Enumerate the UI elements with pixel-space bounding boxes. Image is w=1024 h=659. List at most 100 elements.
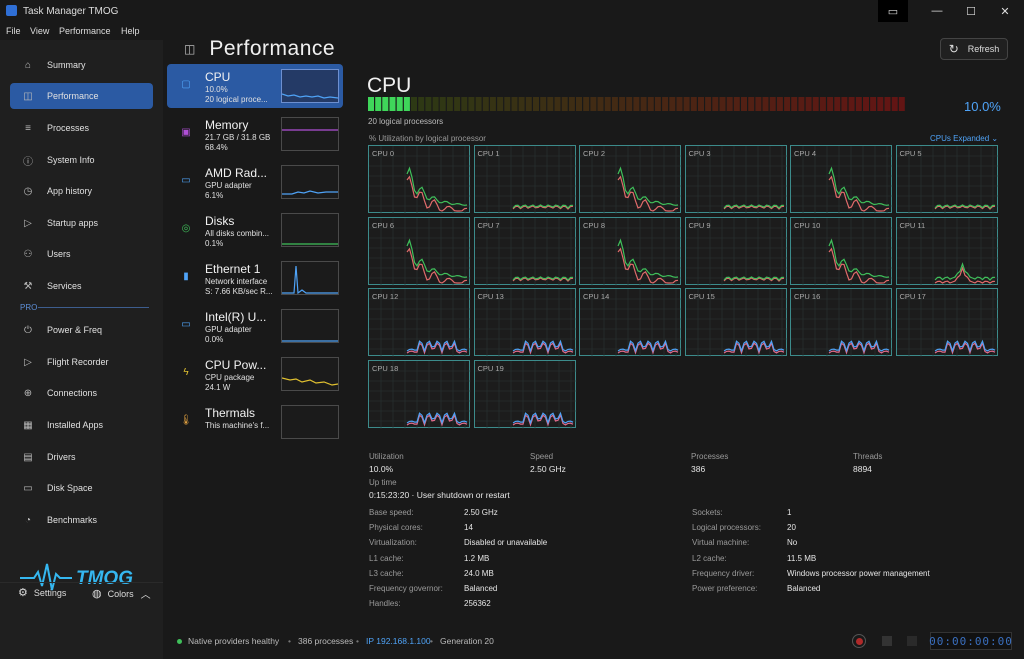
sidebar-item-label: Summary: [47, 60, 86, 70]
utilization-segment: [482, 97, 489, 111]
device-detail: 0.0%: [205, 335, 224, 344]
sidebar-item-power-freq[interactable]: ⏻ Power & Freq: [10, 317, 153, 343]
core-line-secondary: [512, 341, 573, 355]
utilization-segment: [776, 97, 783, 111]
detail-value: Windows processor power management: [787, 568, 930, 578]
sidebar-item-startup-apps[interactable]: ▷ Startup apps: [10, 210, 153, 236]
status-separator: •: [356, 636, 359, 646]
menu-view[interactable]: View: [30, 26, 50, 36]
status-bar: Native providers healthy • 386 processes…: [170, 630, 1024, 652]
utilization-segment: [425, 97, 432, 111]
utilization-segment: [619, 97, 626, 111]
window-title: Task Manager TMOG: [23, 6, 119, 17]
detail-value: 1.2 MB: [464, 553, 490, 563]
sidebar-item-summary[interactable]: ⌂ Summary: [10, 52, 153, 78]
thumbnail-line: [281, 377, 339, 386]
core-line-primary: [512, 411, 573, 425]
core-line-primary: [828, 339, 890, 353]
cpu-core-graph: CPU 7: [473, 216, 577, 286]
core-line-primary: [617, 339, 679, 353]
device-item-cpu[interactable]: ▢ CPU 10.0% 20 logical proce...: [167, 64, 343, 108]
core-graph-plot: [580, 146, 682, 214]
stat-value: 10.0%: [369, 464, 394, 474]
minimize-button[interactable]: —: [931, 5, 943, 17]
cpu-title: CPU: [367, 74, 412, 97]
cpus-expanded-dropdown[interactable]: CPUs Expanded ⌄: [930, 134, 998, 143]
detail-key: Physical cores:: [369, 523, 423, 533]
core-line-primary: [723, 204, 784, 209]
device-detail: This machine's f...: [205, 421, 270, 430]
utilization-segment: [683, 97, 690, 111]
sidebar-item-processes[interactable]: ≡ Processes: [10, 115, 153, 141]
menu-help[interactable]: Help: [121, 26, 140, 36]
sidebar-item-flight-recorder[interactable]: ▷ Flight Recorder: [10, 349, 153, 375]
core-line-primary: [406, 411, 468, 425]
detail-value: Balanced: [464, 584, 498, 593]
sidebar-item-system-info[interactable]: ⓘ System Info: [10, 147, 153, 173]
sidebar-item-connections[interactable]: ⊕ Connections: [10, 380, 153, 406]
device-name: Ethernet 1: [205, 262, 261, 276]
snapshot-button[interactable]: [907, 636, 917, 646]
cpu-utilization-bar: [368, 97, 905, 111]
cpu-core-graph: CPU 17: [895, 288, 999, 357]
cpu-core-graph: CPU 15: [684, 288, 788, 357]
device-item-ethernet-1[interactable]: ▮ Ethernet 1 Network interface S: 7.66 KB/s…: [167, 256, 343, 300]
performance-icon: ◫: [184, 42, 196, 56]
sidebar-item-disk-space[interactable]: ▭ Disk Space: [10, 475, 153, 501]
sidebar-item-app-history[interactable]: ◷ App history: [10, 178, 153, 204]
core-label: CPU 16: [794, 292, 821, 301]
device-item-disks[interactable]: ◎ Disks All disks combin... 0.1%: [167, 208, 343, 252]
close-button[interactable]: ✕: [1000, 5, 1010, 18]
sidebar-item-installed-apps[interactable]: ▦ Installed Apps: [10, 412, 153, 438]
sidebar-item-services[interactable]: ⚒ Services: [10, 273, 153, 299]
cpu-core-graph: CPU 8: [579, 216, 682, 286]
sidebar-item-drivers[interactable]: ▤ Drivers: [10, 444, 153, 470]
utilization-segment: [626, 97, 633, 111]
menu-performance[interactable]: Performance: [59, 26, 111, 36]
utilization-segment: [690, 97, 697, 111]
sidebar-item-label: Disk Space: [47, 483, 93, 493]
refresh-button[interactable]: ↻ Refresh: [940, 38, 1008, 60]
core-line-primary: [617, 237, 679, 278]
settings-button[interactable]: ⚙ Settings: [18, 586, 66, 599]
uptime-value: 0:15:23:20 · User shutdown or restart: [369, 490, 510, 500]
cpu-subtitle: 20 logical processors: [368, 117, 444, 126]
maximize-button[interactable]: ☐: [966, 5, 976, 18]
core-line-secondary: [723, 276, 784, 282]
utilization-segment: [568, 97, 575, 111]
monitor-icon: ▭: [181, 318, 191, 330]
power-icon: ⏻: [24, 324, 32, 336]
record-icon: [855, 637, 863, 645]
menu-file[interactable]: File: [6, 26, 21, 36]
sidebar-item-label: Users: [47, 249, 71, 259]
utilization-segment: [748, 97, 755, 111]
utilization-segment: [877, 97, 884, 111]
device-item-intel-r-u[interactable]: ▭ Intel(R) U... GPU adapter 0.0%: [167, 304, 343, 348]
colors-button[interactable]: ◍ Colors ︿: [92, 586, 151, 601]
sidebar-item-users[interactable]: ⚇ Users: [10, 241, 153, 267]
core-line-primary: [828, 237, 890, 278]
sidebar-item-performance[interactable]: ◫ Performance: [10, 83, 153, 109]
pin-icon[interactable]: ▭: [878, 0, 908, 22]
colors-label: Colors: [107, 588, 134, 599]
record-button[interactable]: [852, 634, 866, 648]
device-item-memory[interactable]: ▣ Memory 21.7 GB / 31.8 GB 68.4%: [167, 112, 343, 156]
device-thumbnail-graph: [281, 309, 339, 343]
status-health: Native providers healthy: [188, 636, 280, 646]
core-graph-plot: [791, 146, 893, 214]
thumbnail-line: [282, 243, 338, 245]
device-thumbnail-graph: [281, 405, 339, 439]
sidebar-item-benchmarks[interactable]: ◔ Benchmarks: [10, 507, 153, 533]
stop-button[interactable]: [882, 636, 892, 646]
device-item-amd-rad[interactable]: ▭ AMD Rad... GPU adapter 6.1%: [167, 160, 343, 204]
cpu-core-graph: CPU 14: [579, 288, 682, 357]
home-icon: ⌂: [24, 59, 32, 71]
detail-key: Base speed:: [369, 508, 414, 517]
stat-value: 2.50 GHz: [530, 464, 566, 474]
core-label: CPU 17: [899, 292, 926, 301]
device-item-thermals[interactable]: 🌡 Thermals This machine's f...: [167, 400, 343, 444]
device-item-cpu-pow[interactable]: ϟ CPU Pow... CPU package 24.1 W: [167, 352, 343, 396]
core-label: CPU 12: [372, 292, 399, 301]
cpu-core-graph: CPU 3: [684, 145, 788, 214]
core-line-primary: [406, 339, 468, 353]
